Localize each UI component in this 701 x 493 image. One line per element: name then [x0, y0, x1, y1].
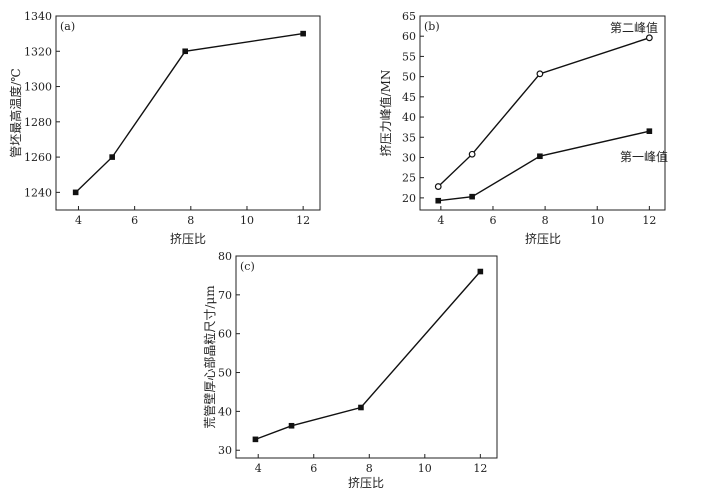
y-tick-label-a: 1300 [24, 81, 52, 94]
y-tick-label-b: 60 [402, 30, 416, 43]
x-tick-label-b: 8 [542, 214, 549, 227]
y-tick-label-a: 1260 [24, 151, 52, 164]
data-point-b-1 [537, 153, 543, 160]
x-tick-label-b: 12 [642, 214, 656, 227]
x-axis-label-a: 挤压比 [170, 231, 206, 246]
data-point-c-0 [477, 268, 484, 275]
data-point-b-1 [435, 197, 442, 204]
y-tick-label-b: 30 [402, 151, 416, 164]
panel-label-c: (c) [240, 260, 255, 273]
data-point-c-0 [252, 436, 259, 443]
series-line-b-1 [438, 130, 650, 202]
x-tick-label-c: 8 [366, 462, 373, 475]
y-axis-label-c: 荒管壁厚心部晶粒尺寸/μm [202, 285, 217, 429]
y-tick-label-a: 1240 [24, 186, 52, 199]
panel-label-a: (a) [60, 20, 75, 33]
series-line-a-0 [75, 32, 304, 193]
x-tick-label-c: 12 [473, 462, 487, 475]
y-tick-label-b: 50 [402, 71, 416, 84]
series-label-b-1: 第一峰值 [620, 149, 668, 164]
data-point-a-0 [109, 154, 115, 160]
x-tick-label-a: 4 [75, 214, 82, 227]
x-tick-label-b: 10 [590, 214, 604, 227]
y-tick-label-a: 1320 [24, 45, 52, 58]
chart-b: 4 6 8 10 12 20 25 30 35 40 45 50 55 60 65 (b) 挤压比 挤压力峰值/M… [378, 10, 668, 246]
data-point-c-0 [358, 404, 364, 411]
y-tick-label-c: 80 [218, 250, 232, 263]
plot-frame-a [55, 15, 321, 211]
data-point-a-0 [182, 48, 188, 55]
x-tick-label-a: 12 [296, 214, 310, 227]
y-tick-label-b: 45 [402, 91, 416, 104]
y-tick-label-c: 60 [218, 328, 232, 341]
series-line-c-0 [255, 271, 481, 441]
series-label-b-0: 第二峰值 [610, 20, 658, 35]
x-tick-label-a: 8 [187, 214, 194, 227]
y-tick-label-b: 65 [402, 10, 416, 23]
y-tick-label-a: 1280 [24, 116, 52, 129]
y-tick-label-b: 55 [402, 50, 416, 63]
x-tick-label-c: 4 [255, 462, 262, 475]
data-point-a-0 [300, 30, 306, 37]
y-tick-label-b: 25 [402, 172, 416, 185]
x-axis-label-c: 挤压比 [348, 475, 384, 490]
x-tick-label-c: 6 [310, 462, 317, 475]
y-tick-label-c: 40 [218, 405, 232, 418]
x-tick-label-b: 4 [437, 214, 444, 227]
y-tick-label-a: 1340 [24, 10, 52, 23]
y-tick-label-b: 40 [402, 111, 416, 124]
plot-frame-c [235, 255, 498, 459]
data-point-b-0 [468, 150, 476, 158]
chart-a: 4 6 8 10 12 1240 1260 1280 1300 1320 1340 (a) 挤压比 管坯最… [8, 10, 321, 246]
data-point-b-0 [536, 70, 544, 78]
data-point-b-1 [646, 128, 653, 134]
data-point-b-0 [645, 34, 653, 42]
chart-c: 4 6 8 10 12 30 40 50 60 70 80 (c) 挤压比 荒管壁厚心部晶粒尺寸/μm [202, 250, 498, 490]
y-tick-label-c: 50 [218, 367, 232, 380]
y-tick-label-c: 70 [218, 289, 232, 302]
panel-label-b: (b) [424, 20, 440, 33]
y-tick-label-b: 35 [402, 131, 416, 144]
x-tick-label-c: 10 [418, 462, 432, 475]
y-axis-label-b: 挤压力峰值/MN [378, 70, 393, 157]
data-point-a-0 [72, 189, 79, 196]
y-tick-label-b: 20 [402, 192, 416, 205]
data-point-c-0 [288, 422, 295, 429]
data-point-b-1 [469, 193, 475, 200]
series-line-b-0 [437, 37, 650, 188]
x-tick-label-b: 6 [489, 214, 496, 227]
plot-frame-b [419, 15, 666, 211]
data-point-b-0 [434, 183, 442, 190]
x-axis-label-b: 挤压比 [525, 231, 561, 246]
x-tick-label-a: 10 [240, 214, 254, 227]
x-tick-label-a: 6 [131, 214, 138, 227]
y-axis-label-a: 管坯最高温度/℃ [8, 68, 23, 157]
y-tick-label-c: 30 [218, 444, 232, 457]
